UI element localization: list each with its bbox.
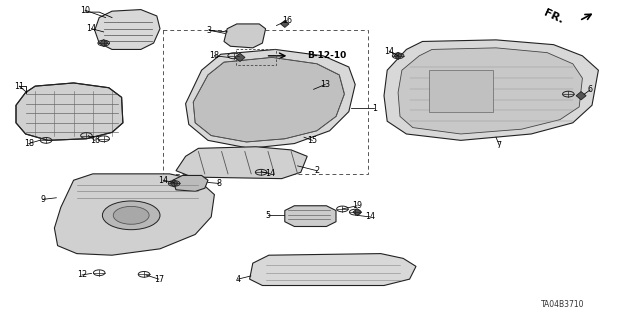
- Polygon shape: [170, 180, 179, 187]
- Text: 6: 6: [588, 85, 593, 94]
- Text: B-12-10: B-12-10: [307, 51, 346, 60]
- Text: 7: 7: [497, 141, 502, 150]
- Text: 2: 2: [314, 166, 319, 175]
- Text: 11: 11: [14, 82, 24, 91]
- Text: 19: 19: [352, 201, 362, 210]
- Circle shape: [102, 201, 160, 230]
- Polygon shape: [398, 48, 582, 134]
- Text: 15: 15: [307, 136, 317, 145]
- Circle shape: [113, 206, 149, 224]
- Text: 18: 18: [209, 51, 220, 60]
- Text: 10: 10: [80, 6, 90, 15]
- Polygon shape: [16, 83, 123, 140]
- Polygon shape: [95, 10, 160, 49]
- Text: 3: 3: [207, 26, 212, 35]
- Text: 14: 14: [86, 24, 97, 33]
- Text: 14: 14: [158, 176, 168, 185]
- Polygon shape: [285, 206, 336, 226]
- Text: 13: 13: [320, 80, 330, 89]
- Text: 14: 14: [365, 212, 375, 221]
- Polygon shape: [173, 175, 208, 191]
- Text: FR.: FR.: [541, 8, 564, 26]
- Polygon shape: [429, 70, 493, 112]
- Polygon shape: [54, 174, 214, 255]
- Text: TA04B3710: TA04B3710: [541, 300, 585, 309]
- Text: 14: 14: [265, 169, 275, 178]
- Text: 1: 1: [372, 104, 377, 113]
- Polygon shape: [224, 24, 266, 48]
- Text: 8: 8: [216, 179, 221, 188]
- Polygon shape: [576, 92, 586, 100]
- Text: 9: 9: [40, 195, 45, 204]
- Polygon shape: [99, 40, 108, 47]
- Bar: [236, 49, 276, 65]
- Polygon shape: [384, 40, 598, 140]
- Text: 18: 18: [24, 139, 34, 148]
- Polygon shape: [176, 147, 307, 179]
- Polygon shape: [186, 49, 355, 148]
- Polygon shape: [235, 53, 245, 62]
- Text: 5: 5: [265, 211, 270, 220]
- Polygon shape: [394, 52, 403, 59]
- Bar: [163, 30, 368, 174]
- Polygon shape: [280, 20, 289, 27]
- Text: 4: 4: [236, 275, 241, 284]
- Text: 16: 16: [282, 16, 292, 25]
- Text: 12: 12: [77, 271, 87, 279]
- Polygon shape: [193, 57, 344, 142]
- Polygon shape: [353, 209, 362, 216]
- Text: 14: 14: [384, 47, 394, 56]
- Polygon shape: [250, 254, 416, 286]
- Text: 17: 17: [154, 275, 164, 284]
- Text: 16: 16: [90, 136, 100, 145]
